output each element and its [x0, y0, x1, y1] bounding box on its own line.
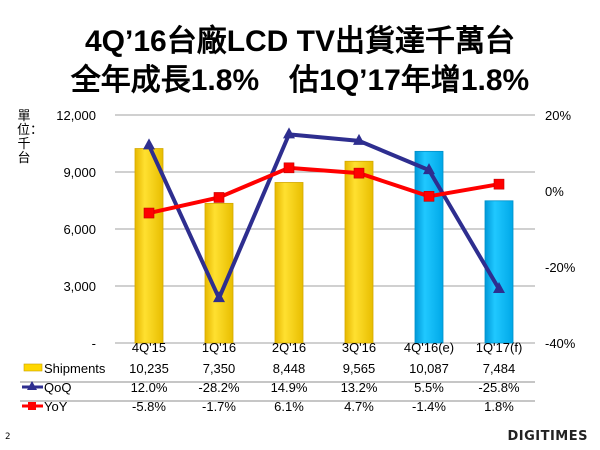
table-cell: -25.8%: [478, 380, 520, 395]
category-label: 3Q'16: [342, 340, 376, 355]
category-label: 1Q'17(f): [476, 340, 523, 355]
gridlines: [115, 114, 535, 344]
qoq-marker: [283, 127, 295, 139]
legend-key-shipments: [23, 363, 43, 372]
shipment-bar: [134, 148, 164, 344]
slide-title-line-2: 全年成長1.8% 估1Q’17年增1.8%: [70, 64, 530, 97]
right-tick-label: -40%: [545, 336, 576, 351]
table-cell: -1.4%: [412, 399, 446, 414]
shipments-bars: [134, 148, 514, 344]
category-label: 4Q'16(e): [404, 340, 454, 355]
table-cell: 9,565: [343, 361, 376, 376]
left-tick-label: -: [92, 336, 96, 351]
shipment-bar: [414, 150, 444, 344]
shipment-bar: [274, 182, 304, 344]
qoq-line: [147, 132, 501, 301]
category-label: 1Q'16: [202, 340, 236, 355]
table-cell: 13.2%: [341, 380, 378, 395]
left-tick-label: 12,000: [56, 108, 96, 123]
table-cell: 7,350: [203, 361, 236, 376]
legend-label: Shipments: [44, 361, 106, 376]
yoy-marker: [213, 192, 225, 203]
legend-key-triangle: [27, 381, 37, 390]
left-axis: - 3,000 6,000 9,000 12,000: [56, 108, 96, 351]
qoq-marker: [213, 291, 225, 303]
shipment-bar: [344, 160, 374, 344]
left-tick-label: 9,000: [63, 165, 96, 180]
table-cell: -28.2%: [198, 380, 240, 395]
percent-lines: [143, 127, 505, 303]
right-axis: -40% -20% 0% 20%: [545, 108, 576, 351]
category-label: 4Q'15: [132, 340, 166, 355]
page-number: 2: [5, 432, 11, 442]
yoy-line: [148, 165, 500, 215]
left-tick-label: 3,000: [63, 279, 96, 294]
qoq-marker: [493, 282, 505, 294]
table-cell: 4.7%: [344, 399, 374, 414]
yoy-marker: [493, 178, 505, 190]
legend-label: YoY: [44, 399, 68, 414]
yoy-marker: [353, 167, 365, 179]
table-cell: 10,087: [409, 361, 449, 376]
table-cell: 5.5%: [414, 380, 444, 395]
table-cell: 8,448: [273, 361, 306, 376]
table-cell: -5.8%: [132, 399, 166, 414]
yoy-marker: [143, 207, 155, 219]
qoq-marker: [143, 138, 155, 150]
table-cell: 14.9%: [271, 380, 308, 395]
yoy-marker: [423, 191, 435, 202]
right-tick-label: -20%: [545, 260, 576, 275]
table-cell: 6.1%: [274, 399, 304, 414]
right-tick-label: 20%: [545, 108, 571, 123]
legend-label: QoQ: [44, 380, 71, 395]
table-cell: 1.8%: [484, 399, 514, 414]
table-cell: -1.7%: [202, 399, 236, 414]
yoy-marker: [283, 162, 295, 174]
slide-title-line-1: 4Q’16台廠LCD TV出貨達千萬台: [84, 25, 516, 58]
right-tick-label: 0%: [545, 184, 564, 199]
table-cell: 10,235: [129, 361, 169, 376]
qoq-marker: [353, 133, 365, 145]
digitimes-logo: DIGITIMES: [507, 429, 588, 444]
left-tick-label: 6,000: [63, 222, 96, 237]
legend-key-square: [28, 402, 36, 410]
qoq-marker: [423, 163, 435, 175]
table-cell: 12.0%: [131, 380, 168, 395]
category-label: 2Q'16: [272, 340, 306, 355]
table-cell: 7,484: [483, 361, 516, 376]
data-table: 4Q'15 1Q'16 2Q'16 3Q'16 4Q'16(e) 1Q'17(f) Ship…: [20, 340, 535, 414]
